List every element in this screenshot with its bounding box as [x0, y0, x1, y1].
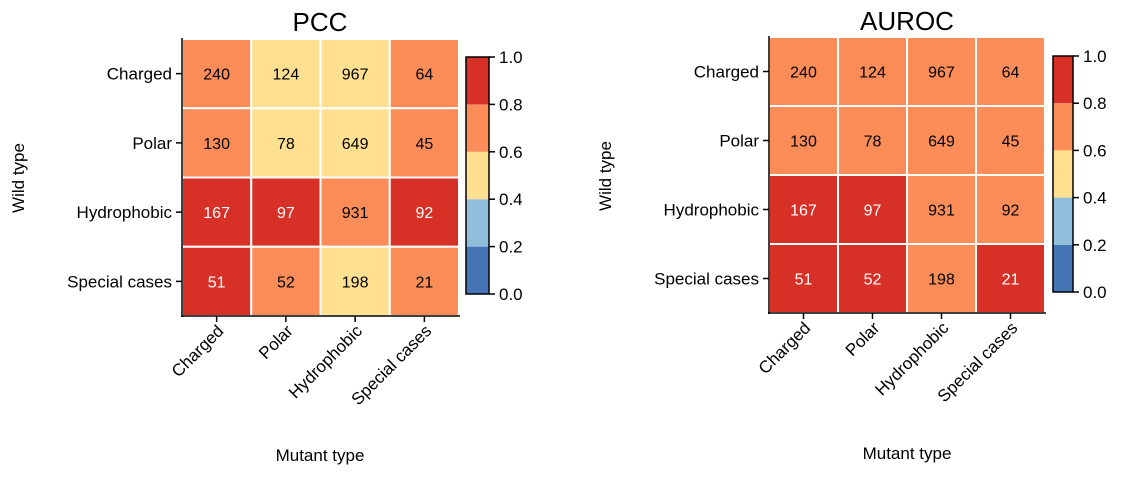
auroc-cell-annotation: 130 — [790, 134, 817, 151]
auroc-cell-annotation: 97 — [864, 203, 882, 220]
auroc-colorbar-tick-label: 0.4 — [1083, 189, 1107, 208]
pcc-cell-annotation: 21 — [415, 274, 433, 291]
auroc-colorbar-bin — [1053, 197, 1073, 245]
pcc-cell-r3-c1 — [250, 245, 322, 317]
auroc-cell-r2-c2 — [906, 174, 977, 245]
pcc-cell-annotation: 45 — [415, 136, 433, 153]
pcc-colorbar-bin — [466, 199, 489, 247]
auroc-cell-r0-c3 — [975, 36, 1046, 107]
pcc-x-tick-label: Polar — [255, 321, 297, 363]
pcc-cell-annotation: 124 — [273, 67, 300, 84]
pcc-colorbar-tick-label: 1.0 — [499, 48, 523, 67]
pcc-y-tick-label: Polar — [132, 134, 172, 153]
auroc-cell-annotation: 967 — [928, 65, 955, 82]
pcc-y-tick-label: Charged — [107, 65, 172, 84]
pcc-x-tick-label: Charged — [168, 321, 228, 381]
pcc-colorbar-tick-label: 0.2 — [499, 238, 523, 257]
auroc-cell-annotation: 649 — [928, 134, 955, 151]
pcc-cell-annotation: 51 — [208, 274, 226, 291]
auroc-cell-annotation: 240 — [790, 65, 817, 82]
auroc-y-tick-label: Polar — [719, 132, 759, 151]
auroc-x-tick-label: Polar — [842, 318, 884, 360]
pcc-y-tick-label: Hydrophobic — [77, 203, 173, 222]
pcc-cell-annotation: 240 — [203, 67, 230, 84]
pcc-cell-annotation: 64 — [415, 67, 433, 84]
pcc-y-tick-label: Special cases — [67, 272, 172, 291]
auroc-colorbar-bin — [1053, 244, 1073, 292]
auroc-cell-annotation: 198 — [928, 272, 955, 289]
pcc-cell-r2-c3 — [388, 176, 460, 248]
pcc-cell-annotation: 649 — [342, 136, 369, 153]
auroc-cell-annotation: 64 — [1002, 65, 1020, 82]
auroc-cell-r0-c2 — [906, 36, 977, 107]
pcc-colorbar-bin — [466, 104, 489, 152]
auroc-x-axis-label: Mutant type — [863, 444, 952, 463]
pcc-title: PCC — [293, 7, 348, 37]
pcc-cell-annotation: 198 — [342, 274, 369, 291]
pcc-cell-annotation: 97 — [277, 205, 295, 222]
auroc-colorbar-bin — [1053, 150, 1073, 198]
auroc-heatmap-panel: AUROC Wild type Mutant type 240 124 967 64 1… — [596, 6, 1107, 463]
pcc-cell-annotation: 167 — [203, 205, 230, 222]
pcc-colorbar-bin — [466, 246, 489, 294]
auroc-colorbar-bin — [1053, 103, 1073, 151]
pcc-cell-annotation: 52 — [277, 274, 295, 291]
auroc-colorbar-bin — [1053, 56, 1073, 104]
pcc-heatmap-panel: PCC Wild type Mutant type 240 124 967 64 130… — [9, 7, 523, 465]
auroc-y-tick-label: Special cases — [654, 270, 759, 289]
auroc-cell-r2-c1 — [837, 174, 908, 245]
auroc-cell-r1-c3 — [975, 105, 1046, 176]
pcc-colorbar-tick-label: 0.8 — [499, 95, 523, 114]
pcc-colorbar-bin — [466, 151, 489, 200]
auroc-cell-r2-c3 — [975, 174, 1046, 245]
pcc-cell-r1-c3 — [388, 107, 460, 179]
auroc-cell-r1-c2 — [906, 105, 977, 176]
auroc-title: AUROC — [860, 6, 954, 36]
auroc-colorbar-tick-label: 0.0 — [1083, 283, 1107, 302]
auroc-colorbar-outline — [1052, 55, 1074, 293]
auroc-colorbar-tick-label: 0.8 — [1083, 94, 1107, 113]
pcc-cell-r0-c3 — [388, 38, 460, 110]
auroc-cell-annotation: 52 — [864, 272, 882, 289]
auroc-cell-annotation: 931 — [928, 203, 955, 220]
pcc-colorbar-tick-label: 0.6 — [499, 143, 523, 162]
pcc-cell-r2-c1 — [250, 176, 322, 248]
pcc-cell-annotation: 931 — [342, 205, 369, 222]
pcc-cell-r0-c1 — [250, 38, 322, 110]
auroc-y-tick-label: Charged — [694, 63, 759, 82]
pcc-cell-annotation: 78 — [277, 136, 295, 153]
auroc-y-axis-label: Wild type — [596, 141, 615, 211]
pcc-cell-annotation: 92 — [415, 205, 433, 222]
auroc-cell-annotation: 21 — [1002, 272, 1020, 289]
pcc-colorbar-bin — [466, 57, 489, 105]
pcc-y-axis-label: Wild type — [9, 143, 28, 213]
auroc-cell-annotation: 51 — [795, 272, 813, 289]
auroc-cell-annotation: 92 — [1002, 203, 1020, 220]
auroc-x-tick-label: Charged — [755, 318, 815, 378]
auroc-colorbar-tick-label: 0.6 — [1083, 141, 1107, 160]
auroc-colorbar-tick-label: 1.0 — [1083, 47, 1107, 66]
auroc-y-tick-label: Hydrophobic — [664, 201, 760, 220]
auroc-colorbar-tick-label: 0.2 — [1083, 236, 1107, 255]
pcc-cell-r3-c3 — [388, 245, 460, 317]
pcc-cell-annotation: 130 — [203, 136, 230, 153]
pcc-cell-r1-c1 — [250, 107, 322, 179]
pcc-x-axis-label: Mutant type — [276, 446, 365, 465]
pcc-cell-annotation: 967 — [342, 67, 369, 84]
auroc-cell-annotation: 167 — [790, 203, 817, 220]
auroc-cell-annotation: 45 — [1002, 134, 1020, 151]
pcc-colorbar-tick-label: 0.0 — [499, 285, 523, 304]
auroc-cell-r3-c3 — [975, 243, 1046, 314]
auroc-cell-annotation: 78 — [864, 134, 882, 151]
auroc-cell-annotation: 124 — [859, 65, 886, 82]
pcc-colorbar-outline — [465, 56, 490, 295]
pcc-colorbar-tick-label: 0.4 — [499, 190, 523, 209]
